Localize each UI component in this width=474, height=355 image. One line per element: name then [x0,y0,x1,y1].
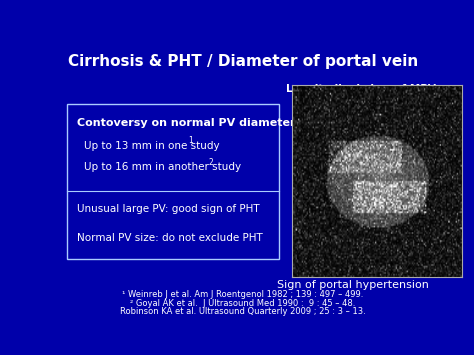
Text: Up to 13 mm in one study: Up to 13 mm in one study [84,141,219,151]
Bar [67,104,279,258]
Text: Longitudinal view of MPV: Longitudinal view of MPV [285,84,436,94]
Text: Normal PV size: do not exclude PHT: Normal PV size: do not exclude PHT [76,234,262,244]
Text: Up to 16 mm in another study: Up to 16 mm in another study [84,163,241,173]
Text: Contoversy on normal PV diameter: Contoversy on normal PV diameter [76,119,295,129]
Text: Diameter: 16.9 mm: Diameter: 16.9 mm [299,263,408,273]
Text: 2: 2 [208,158,213,167]
Text: ² Goyal AK et al.  J Ultrasound Med 1990 :  9 : 45 – 48.: ² Goyal AK et al. J Ultrasound Med 1990 … [130,299,356,307]
Text: Sign of portal hypertension: Sign of portal hypertension [277,279,429,290]
Text: ¹ Weinreb J et al. Am J Roentgenol 1982 ; 139 : 497 – 499.: ¹ Weinreb J et al. Am J Roentgenol 1982 … [122,290,364,299]
Text: Robinson KA et al. Ultrasound Quarterly 2009 ; 25 : 3 – 13.: Robinson KA et al. Ultrasound Quarterly … [120,307,366,316]
Text: Cirrhosis & PHT / Diameter of portal vein: Cirrhosis & PHT / Diameter of portal vei… [68,54,418,69]
Text: 1: 1 [189,136,193,146]
Text: Unusual large PV: good sign of PHT: Unusual large PV: good sign of PHT [76,204,259,214]
